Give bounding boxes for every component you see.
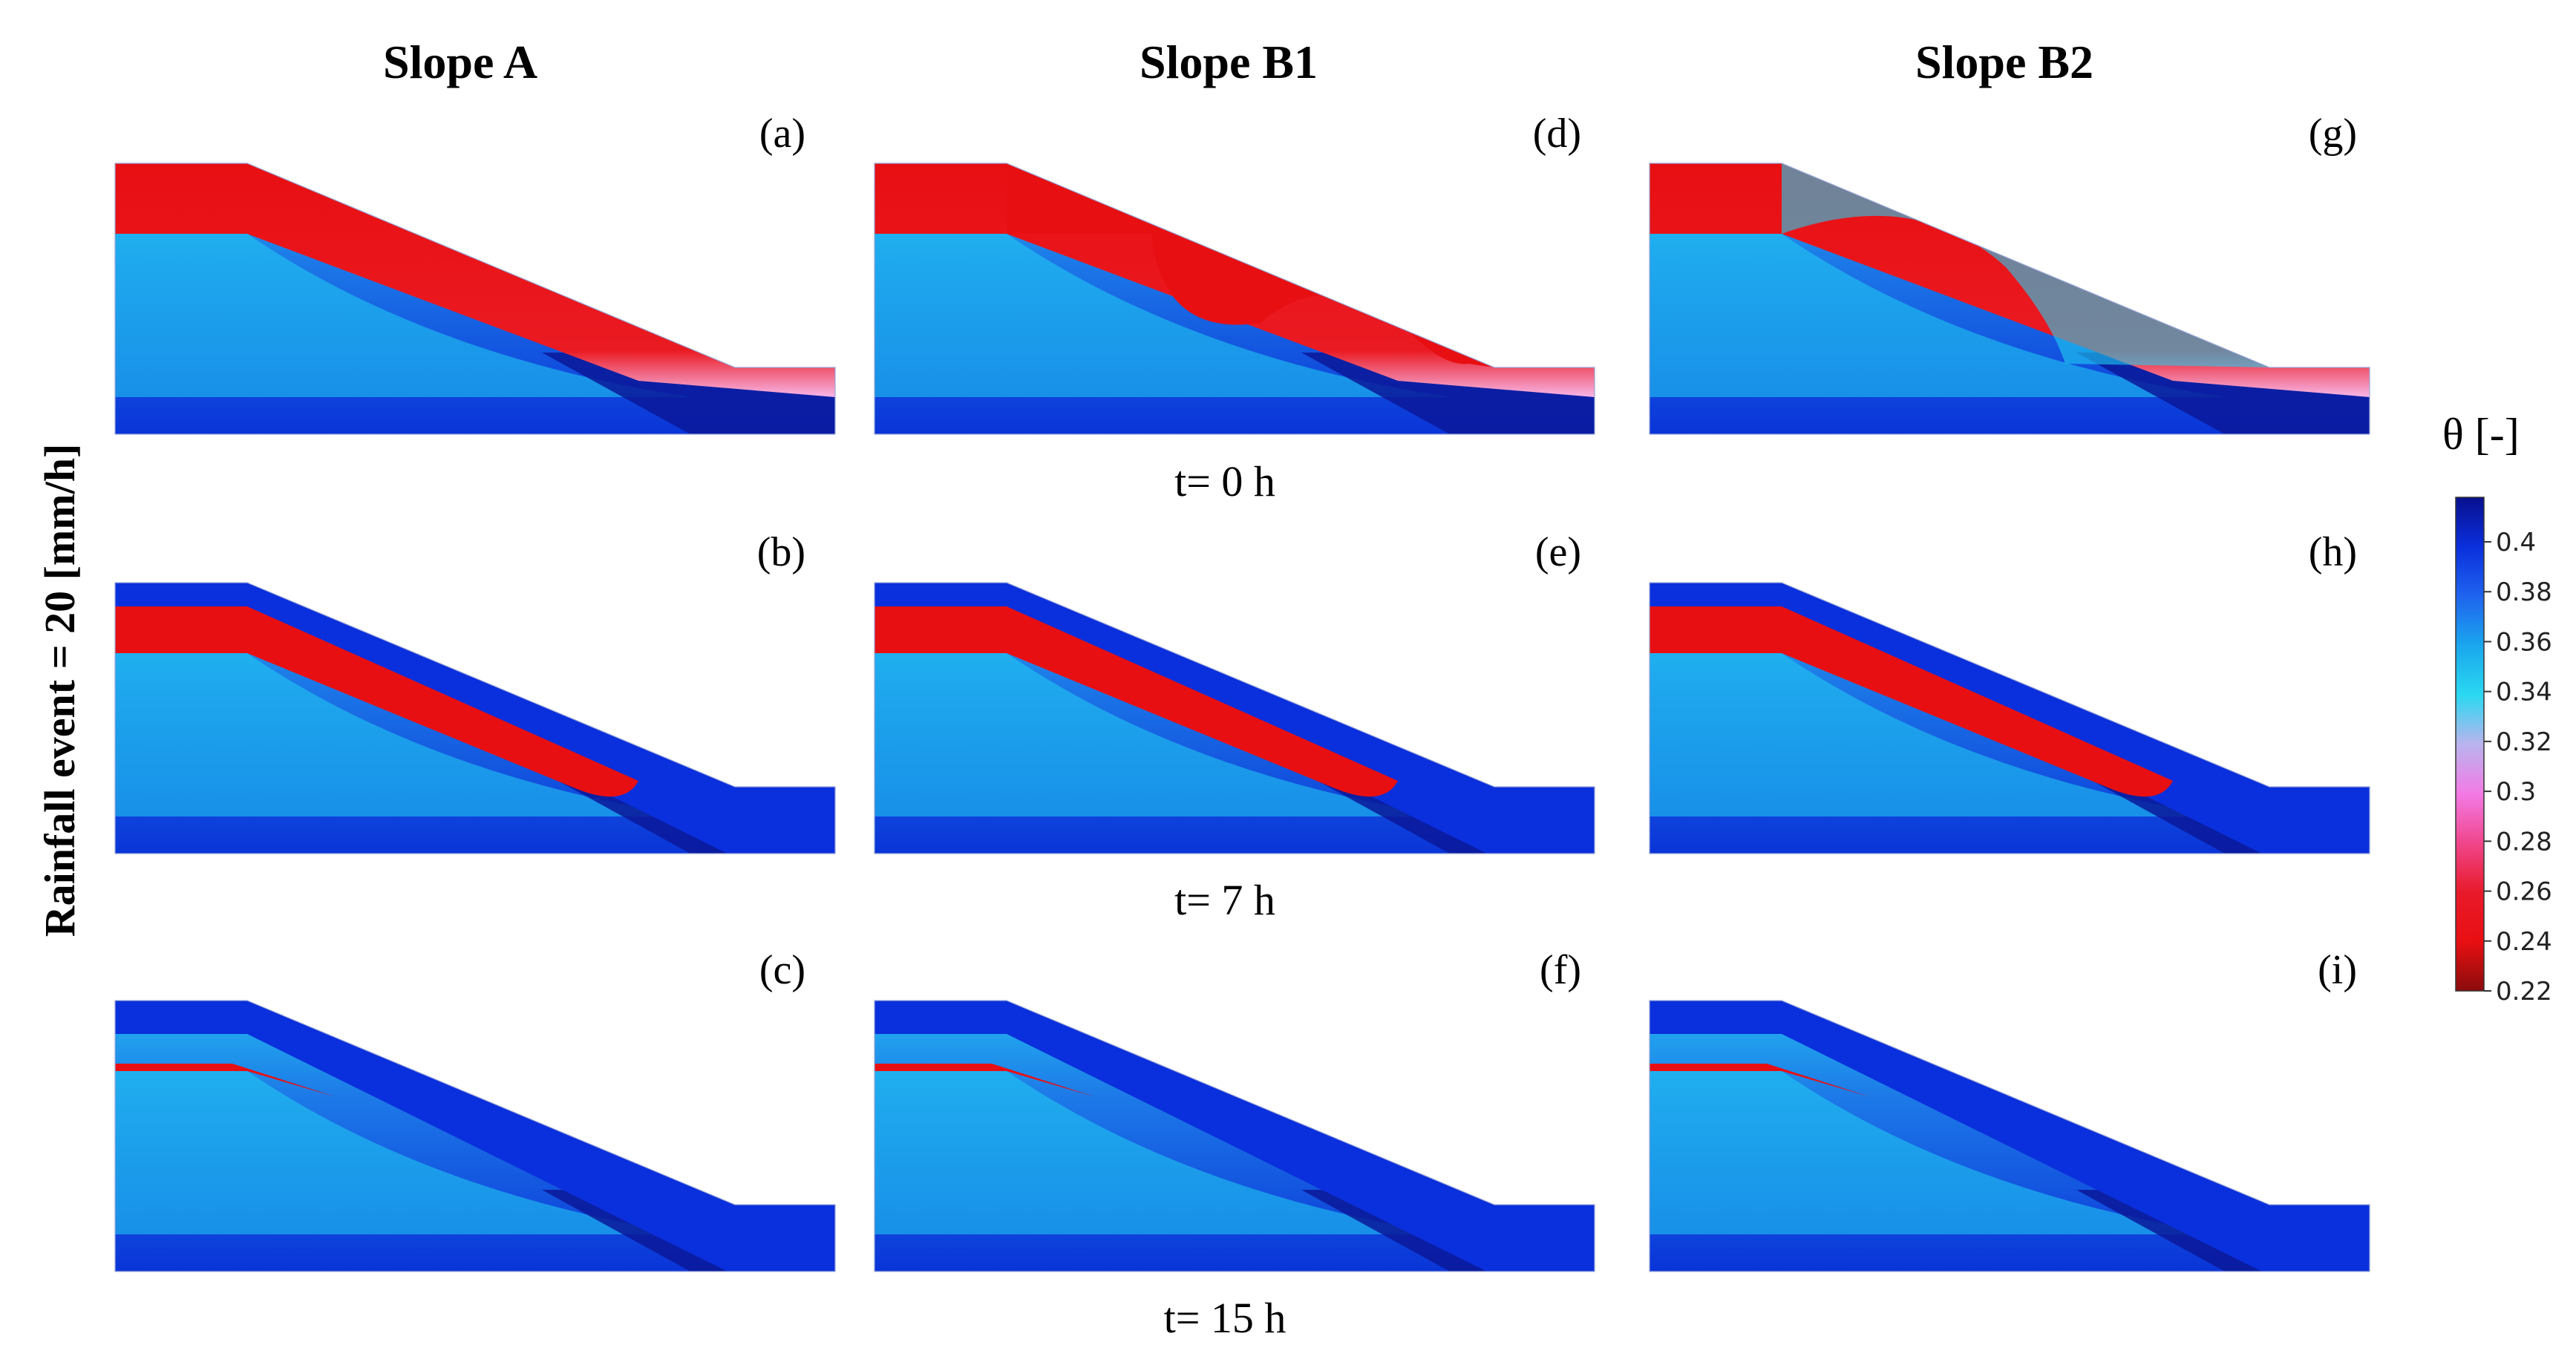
dry-remnant: [115, 1064, 336, 1097]
time-label-15h: t= 15 h: [1164, 1294, 1287, 1342]
cyan-zone: [875, 1071, 1450, 1234]
dry-band: [875, 606, 1398, 797]
slope-outline: [874, 1000, 1595, 1272]
column-title-slope-b2: Slope B2: [1915, 36, 2093, 88]
panel-label-h: (h): [2309, 529, 2357, 575]
wetting-front: [1650, 1001, 2370, 1271]
wetting-front: [875, 1001, 1595, 1271]
colorbar-tick-label: 0.24: [2496, 927, 2552, 957]
cyan-zone: [1650, 234, 2225, 397]
colorbar-tick-label: 0.38: [2496, 577, 2552, 607]
column-title-slope-a: Slope A: [383, 36, 537, 88]
colorbar-tick-label: 0.3: [2496, 777, 2536, 807]
slope-outline: [1649, 582, 2370, 854]
slope-outline: [114, 1000, 836, 1272]
cyan-zone: [875, 653, 1450, 816]
wetting-front: [115, 1001, 835, 1271]
colorbar-tick-label: 0.22: [2496, 977, 2552, 1006]
panel-g: [1649, 163, 2370, 435]
colorbar-tick-label: 0.28: [2496, 827, 2552, 857]
colorbar-tick-label: 0.26: [2496, 877, 2552, 907]
slope-outline: [874, 163, 1595, 435]
cyan-zone: [875, 234, 1450, 397]
panels-group: [114, 163, 2370, 1272]
panel-label-a: (a): [759, 111, 805, 157]
colorbar-tick-label: 0.4: [2496, 528, 2536, 557]
dry-zone: [115, 163, 835, 397]
slope-outline: [874, 582, 1595, 854]
colorbar-ticks: 0.4 0.38 0.36 0.34 0.32 0.3 0.28 0.26 0.24 0.22: [2484, 528, 2552, 1006]
dry-remnant: [1650, 1064, 1871, 1097]
dry-remnant: [875, 1064, 1096, 1097]
dry-band: [115, 606, 638, 797]
panel-label-i: (i): [2318, 947, 2357, 993]
panel-h: [1649, 582, 2370, 854]
panel-a: [114, 163, 836, 435]
panel-f: [874, 1000, 1595, 1272]
panel-label-d: (d): [1533, 111, 1581, 157]
cyan-zone: [1650, 653, 2225, 816]
column-title-slope-b1: Slope B1: [1140, 36, 1318, 88]
rainfall-axis-label: Rainfall event = 20 [mm/h]: [36, 444, 84, 937]
cyan-zone: [1650, 1071, 2225, 1234]
cyan-zone: [115, 234, 690, 397]
colorbar-title: θ [-]: [2442, 410, 2520, 459]
panel-e: [874, 582, 1595, 854]
time-label-7h: t= 7 h: [1174, 876, 1275, 924]
panel-label-b: (b): [757, 529, 805, 575]
panel-label-f: (f): [1540, 947, 1581, 993]
colorbar-tick-label: 0.32: [2496, 727, 2552, 757]
panel-label-g: (g): [2309, 111, 2357, 157]
dry-band: [1650, 606, 2173, 797]
time-label-0h: t= 0 h: [1174, 457, 1275, 505]
slope-outline: [114, 163, 836, 435]
colorbar-tick-label: 0.34: [2496, 678, 2552, 707]
slope-outline: [1649, 163, 2370, 435]
panel-i: [1649, 1000, 2370, 1272]
slope-outline: [114, 582, 836, 854]
colorbar-tick-label: 0.36: [2496, 627, 2552, 657]
panel-d: [874, 163, 1595, 435]
cyan-zone: [115, 1071, 690, 1234]
panel-label-e: (e): [1535, 529, 1581, 575]
panel-b: [114, 582, 836, 854]
colorbar-gradient: [2455, 497, 2485, 992]
panel-label-c: (c): [759, 947, 805, 993]
panel-c: [114, 1000, 836, 1272]
cyan-zone: [115, 653, 690, 816]
slope-outline: [1649, 1000, 2370, 1272]
